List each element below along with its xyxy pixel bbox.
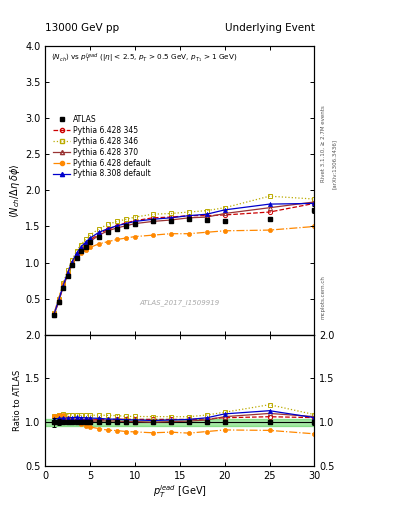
Text: ATLAS_2017_I1509919: ATLAS_2017_I1509919	[140, 299, 220, 306]
Text: [arXiv:1306.3436]: [arXiv:1306.3436]	[332, 139, 337, 189]
Legend: ATLAS, Pythia 6.428 345, Pythia 6.428 346, Pythia 6.428 370, Pythia 6.428 defaul: ATLAS, Pythia 6.428 345, Pythia 6.428 34…	[52, 113, 152, 180]
Y-axis label: $\langle N_{ch}/ \Delta\eta\, \delta\phi\rangle$: $\langle N_{ch}/ \Delta\eta\, \delta\phi…	[8, 163, 22, 218]
Y-axis label: Ratio to ATLAS: Ratio to ATLAS	[13, 370, 22, 431]
Text: 13000 GeV pp: 13000 GeV pp	[45, 23, 119, 33]
Text: $\langle N_{ch}\rangle$ vs $p_T^{lead}$ ($|\eta|$ < 2.5, $p_T$ > 0.5 GeV, $p_{T_: $\langle N_{ch}\rangle$ vs $p_T^{lead}$ …	[51, 52, 237, 65]
Text: Underlying Event: Underlying Event	[224, 23, 314, 33]
Bar	[45, 419, 314, 425]
Text: Rivet 3.1.10, ≥ 2.7M events: Rivet 3.1.10, ≥ 2.7M events	[320, 105, 325, 182]
X-axis label: $p_T^{lead}$ [GeV]: $p_T^{lead}$ [GeV]	[153, 483, 207, 500]
Text: mcplots.cern.ch: mcplots.cern.ch	[320, 275, 325, 319]
